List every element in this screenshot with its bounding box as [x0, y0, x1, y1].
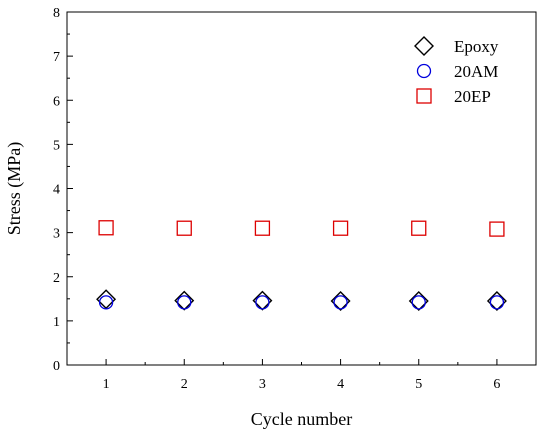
epoxy-point — [408, 291, 429, 312]
20am-point — [255, 295, 270, 310]
y-tick-label: 7 — [53, 50, 60, 65]
y-tick-label: 5 — [53, 138, 60, 153]
legend-marker-20ep — [416, 88, 432, 104]
y-tick-label: 3 — [53, 227, 60, 242]
x-tick-label: 5 — [415, 377, 422, 392]
y-axis: 0 1 2 3 4 5 6 7 8 — [53, 6, 73, 374]
x-axis-title: Cycle number — [251, 409, 352, 429]
20ep-point — [254, 220, 271, 236]
legend: Epoxy 20AM 20EP — [414, 36, 499, 106]
x-tick-label: 2 — [181, 377, 188, 392]
legend-marker-20am — [416, 63, 432, 79]
x-tick-label: 3 — [259, 377, 266, 392]
epoxy-point — [486, 291, 507, 312]
y-tick-label: 8 — [53, 6, 60, 21]
20ep-point — [176, 220, 192, 236]
20ep-point — [489, 221, 505, 237]
epoxy-point — [330, 291, 351, 312]
epoxy-point — [174, 290, 195, 311]
y-tick-label: 1 — [53, 315, 60, 330]
x-tick-label: 6 — [493, 377, 500, 392]
20ep-point — [332, 220, 349, 236]
legend-label-epoxy: Epoxy — [454, 37, 499, 56]
20am-point — [489, 295, 505, 310]
legend-marker-epoxy — [414, 36, 434, 56]
y-axis-title: Stress (MPa) — [4, 142, 25, 236]
epoxy-point — [252, 290, 273, 311]
data-markers — [96, 220, 507, 312]
y-tick-label: 4 — [53, 183, 60, 198]
x-tick-label: 4 — [337, 377, 344, 392]
legend-label-20ep: 20EP — [454, 87, 491, 106]
legend-label-20am: 20AM — [454, 62, 498, 81]
20ep-point — [411, 220, 427, 236]
y-tick-label: 2 — [53, 271, 60, 286]
20am-point — [333, 295, 348, 310]
x-axis: 1 2 3 4 5 6 — [103, 359, 500, 392]
20am-point — [411, 295, 426, 310]
x-tick-label: 1 — [103, 377, 110, 392]
y-tick-label: 6 — [53, 94, 60, 109]
20ep-point — [98, 220, 114, 236]
y-tick-label: 0 — [53, 359, 60, 374]
20am-point — [177, 295, 192, 310]
20am-point — [98, 295, 114, 310]
